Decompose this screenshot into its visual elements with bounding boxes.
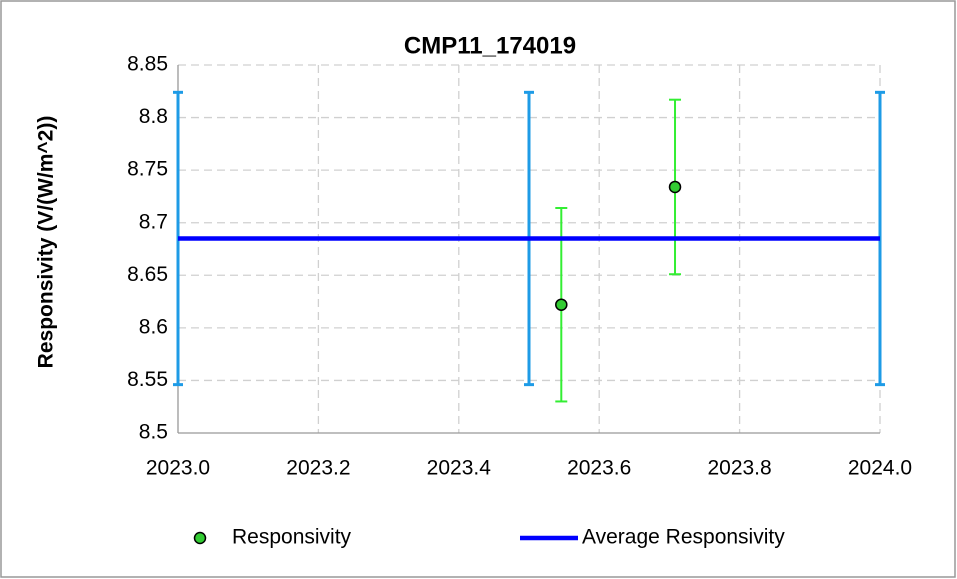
x-tick-label: 2023.6 bbox=[567, 457, 631, 480]
x-tick-label: 2023.2 bbox=[286, 457, 350, 480]
y-tick-label: 8.55 bbox=[127, 368, 168, 391]
y-tick-label: 8.7 bbox=[139, 210, 168, 233]
legend-swatch bbox=[193, 531, 207, 545]
x-tick-label: 2024.0 bbox=[848, 457, 912, 480]
x-tick-label: 2023.0 bbox=[146, 457, 210, 480]
y-tick-label: 8.85 bbox=[127, 53, 168, 76]
y-tick-label: 8.8 bbox=[139, 105, 168, 128]
y-tick-label: 8.65 bbox=[127, 263, 168, 286]
data-point bbox=[668, 180, 682, 194]
x-tick-label: 2023.8 bbox=[707, 457, 771, 480]
legend-label: Responsivity bbox=[232, 526, 352, 549]
data-point bbox=[555, 298, 568, 311]
x-tick-label: 2023.4 bbox=[427, 457, 492, 480]
legend-label: Average Responsivity bbox=[582, 526, 785, 549]
y-tick-label: 8.6 bbox=[139, 315, 168, 338]
y-tick-label: 8.5 bbox=[139, 421, 168, 444]
y-tick-label: 8.75 bbox=[127, 158, 168, 181]
y-axis-label: Responsivity (V/(W/m^2)) bbox=[35, 116, 58, 369]
chart-title: CMP11_174019 bbox=[404, 32, 576, 59]
